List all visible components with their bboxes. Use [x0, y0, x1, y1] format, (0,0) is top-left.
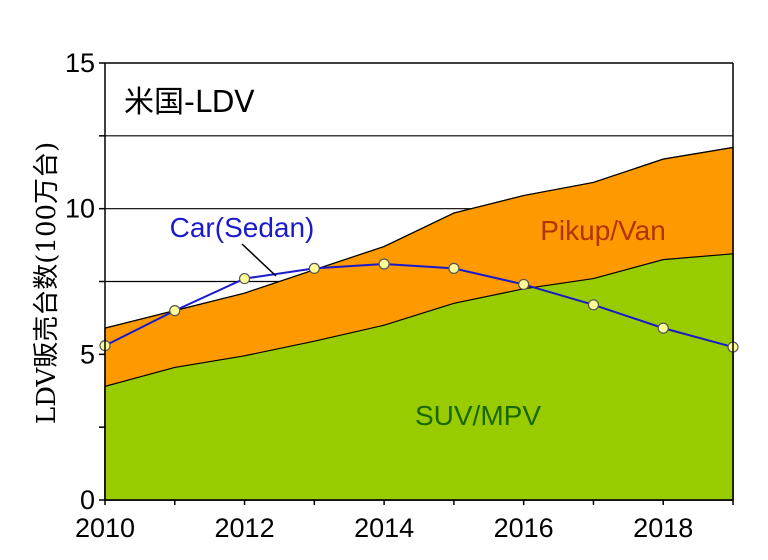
line-layer: [99, 258, 739, 353]
axes-layer: [99, 62, 734, 505]
y-tick-label: 15: [65, 48, 95, 78]
x-tick-label: 2018: [633, 513, 693, 543]
car-sedan-point: [238, 272, 251, 285]
chart-title: 米国-LDV: [124, 85, 255, 120]
x-tick-label: 2014: [354, 513, 414, 543]
series-label-suv-mpv: SUV/MPV: [415, 400, 541, 431]
y-tick-label: 5: [80, 339, 95, 369]
x-tick-label: 2016: [494, 513, 554, 543]
car-sedan-point: [587, 299, 600, 311]
series-label-pikup-van: Pikup/Van: [540, 215, 666, 246]
series-label-car-sedan: Car(Sedan): [170, 212, 315, 243]
x-tick-label: 2012: [215, 513, 275, 543]
car-sedan-point: [657, 322, 669, 334]
car-sedan-point: [448, 262, 460, 274]
car-sedan-point: [378, 258, 390, 270]
tick-label-layer: 0 5 10 15 2010 2012 2014 2016 2018: [65, 48, 693, 543]
car-sedan-point: [518, 278, 530, 291]
car-sedan-point: [169, 305, 181, 317]
y-axis-label: LDV販売台数(100万台): [32, 142, 62, 424]
x-tick-label: 2010: [75, 513, 135, 543]
line-car-sedan: [104, 263, 734, 349]
area-overlay: [104, 146, 734, 501]
car-sedan-point: [308, 262, 320, 274]
title-box: [107, 66, 732, 132]
car-sedan-leader-line: [241, 243, 277, 277]
y-tick-label: 0: [80, 485, 95, 515]
y-tick-label: 10: [65, 194, 95, 224]
